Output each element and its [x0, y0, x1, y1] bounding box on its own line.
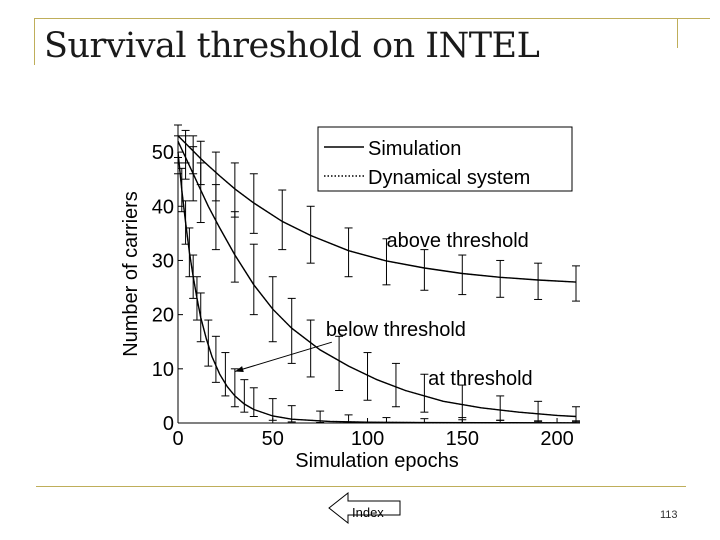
page-number: 113	[660, 509, 678, 521]
annotation-label: above threshold	[386, 230, 528, 252]
slide-title: Survival threshold on INTEL	[44, 26, 540, 66]
legend-label: Dynamical system	[368, 167, 530, 189]
y-tick-label: 20	[152, 305, 174, 327]
index-label[interactable]: Index	[352, 505, 384, 520]
y-tick-label: 30	[152, 250, 174, 272]
x-tick-label: 100	[351, 428, 384, 450]
legend-label: Simulation	[368, 138, 461, 160]
x-tick-label: 50	[262, 428, 284, 450]
frame-bottom-rule	[36, 486, 686, 487]
frame-left-rule	[34, 18, 35, 65]
simulation-line	[177, 152, 577, 424]
annotation-label: at threshold	[428, 368, 533, 390]
annotation-arrow-line	[234, 341, 332, 373]
y-tick-label: 0	[163, 413, 174, 435]
annotation-label: below threshold	[326, 319, 466, 341]
frame-top-rule	[34, 18, 710, 19]
survival-threshold-chart: 0 50 100 150 200 0 10 20 30 40 50 Simulation epochs…	[120, 124, 580, 472]
x-tick-label: 150	[446, 428, 479, 450]
x-tick-label: 0	[172, 428, 183, 450]
annotation-arrow-head	[234, 366, 244, 372]
x-tick-label: 200	[540, 428, 573, 450]
legend-box	[317, 126, 573, 192]
frame-right-rule	[677, 18, 678, 48]
y-tick-label: 10	[152, 359, 174, 381]
y-tick-label: 50	[152, 142, 174, 164]
index-arrow-shape[interactable]	[328, 492, 401, 524]
x-axis-label: Simulation epochs	[295, 450, 458, 472]
y-axis-label: Number of carriers	[120, 191, 142, 357]
y-tick-label: 40	[152, 196, 174, 218]
index-button[interactable]	[328, 492, 402, 524]
